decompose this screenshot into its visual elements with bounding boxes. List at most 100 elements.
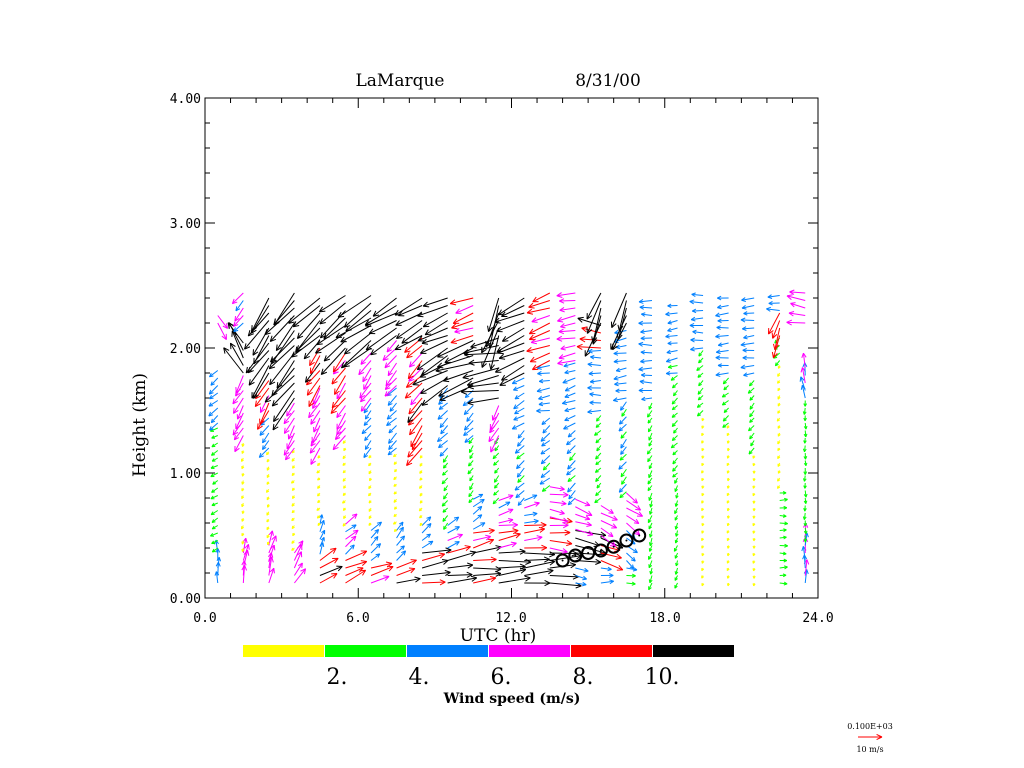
wind-vector [266,481,270,485]
wind-vector [296,312,321,339]
wind-vector [234,307,244,322]
legend-swatch [653,645,734,657]
wind-vector [674,477,678,484]
wind-vector [487,297,500,332]
wind-vector [336,405,346,419]
wind-vector [671,435,678,442]
wind-vector [649,567,654,575]
wind-vector [208,370,219,378]
wind-vector [701,560,705,564]
wind-vector [443,522,449,530]
wind-vector [410,390,423,406]
wind-vector [217,315,229,329]
wind-vector [417,327,448,342]
wind-vector [696,410,704,417]
wind-vector [447,541,460,549]
wind-vector [208,400,219,407]
wind-vector [275,322,295,351]
y-tick-label: 0.00 [170,592,201,607]
wind-vector [524,568,554,576]
wind-vector [524,518,539,524]
wind-vector [210,465,218,469]
wind-vector [701,417,705,422]
wind-vector [649,530,653,538]
wind-vector [595,490,602,497]
wind-vector [342,470,346,474]
wind-vector [472,498,485,508]
legend-label: 4. [409,665,430,690]
wind-vector [494,312,525,324]
wind-vector [566,445,576,455]
wind-vector [743,334,755,340]
wind-vector [748,447,755,455]
wind-vector [790,302,806,309]
wind-vectors [208,289,810,591]
wind-vector [674,552,679,559]
wind-vector [701,455,705,459]
wind-vector [360,397,372,412]
wind-vector [674,522,679,530]
wind-vector [488,335,500,370]
wind-vector [421,558,449,569]
wind-vector [345,524,357,533]
wind-vector [496,335,525,353]
wind-vector [638,320,652,326]
wind-vector [748,380,755,387]
wind-vector [455,305,474,314]
wind-vector [588,371,601,376]
wind-vector [564,392,576,399]
wind-vector [317,492,321,497]
wind-vector [771,335,781,359]
wind-vector [343,485,347,489]
wind-vector [524,551,556,558]
wind-vector [229,342,244,366]
wind-vector [447,533,463,541]
wind-vector [540,470,551,478]
wind-vector [467,467,474,475]
wind-vector [259,425,270,436]
wind-vector [468,445,474,453]
wind-vector [422,312,448,328]
wind-vector [726,447,730,452]
wind-vector [566,437,576,446]
wind-vector [424,320,448,336]
wind-vector [266,458,270,463]
wind-vector [468,497,474,504]
wind-vector [640,350,653,355]
wind-vector [743,372,755,377]
wind-vector [217,322,227,340]
wind-vector [501,365,525,381]
wind-vector [345,567,364,576]
wind-vector [343,302,372,328]
reference-label: 10 m/s [856,745,883,754]
reference-vector: 0.100E+03 10 m/s [847,722,893,754]
wind-vector [266,526,270,531]
wind-vector [616,307,627,340]
wind-vector [647,515,653,524]
wind-vector [210,472,218,478]
wind-vector [516,467,525,478]
wind-vector [241,510,245,514]
wind-vector [674,485,678,492]
wind-vector [291,510,295,514]
wind-vector [266,504,270,508]
wind-vector [726,432,730,437]
wind-vector [722,415,729,422]
wind-vector [266,451,270,456]
wind-vector [721,400,729,406]
wind-vector [803,415,807,422]
wind-vector [726,462,730,467]
wind-vector [726,522,730,527]
wind-vector [803,437,807,444]
wind-vector [392,453,397,458]
wind-vector [473,527,495,535]
wind-vector [233,315,244,327]
wind-vector [618,423,627,432]
wind-vector [272,397,295,431]
wind-vector [689,323,704,328]
wind-vector [560,345,576,351]
wind-vector [492,497,500,505]
wind-vector [626,507,644,517]
wind-vector [498,494,514,501]
wind-vector [575,506,593,516]
